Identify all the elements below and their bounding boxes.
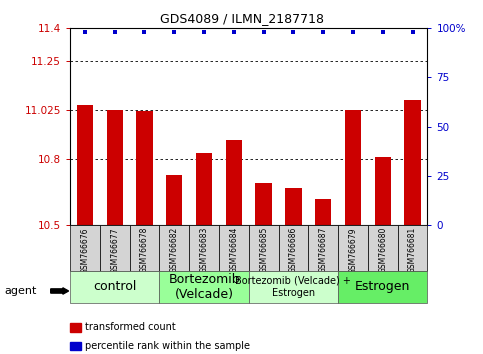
Bar — [345, 110, 361, 225]
Bar — [404, 100, 421, 225]
Text: agent: agent — [5, 286, 37, 296]
Bar — [129, 225, 159, 271]
Bar — [226, 139, 242, 225]
Bar — [338, 271, 427, 303]
Bar — [338, 225, 368, 271]
Text: GSM766685: GSM766685 — [259, 227, 268, 274]
Bar — [398, 225, 427, 271]
Point — [260, 29, 268, 35]
Bar — [368, 225, 398, 271]
Bar — [315, 199, 331, 225]
Bar — [159, 225, 189, 271]
Text: GSM766687: GSM766687 — [319, 227, 327, 274]
Text: GSM766679: GSM766679 — [349, 227, 357, 274]
Point — [319, 29, 327, 35]
Bar — [196, 153, 212, 225]
Bar — [249, 225, 279, 271]
Bar — [249, 271, 338, 303]
Bar — [256, 183, 272, 225]
Bar — [77, 105, 93, 225]
Text: control: control — [93, 280, 136, 293]
Text: GSM766683: GSM766683 — [199, 227, 209, 274]
Text: GSM766686: GSM766686 — [289, 227, 298, 274]
Bar — [285, 188, 301, 225]
Point — [200, 29, 208, 35]
Bar — [308, 225, 338, 271]
Bar — [219, 225, 249, 271]
Text: GSM766678: GSM766678 — [140, 227, 149, 274]
Bar — [70, 225, 100, 271]
Point — [170, 29, 178, 35]
Text: GSM766677: GSM766677 — [110, 227, 119, 274]
Point — [379, 29, 386, 35]
Bar — [279, 225, 308, 271]
Text: GSM766684: GSM766684 — [229, 227, 238, 274]
Text: Bortezomib
(Velcade): Bortezomib (Velcade) — [168, 273, 240, 301]
Point — [409, 29, 416, 35]
Point — [230, 29, 238, 35]
Bar — [189, 225, 219, 271]
Point — [111, 29, 119, 35]
Text: GDS4089 / ILMN_2187718: GDS4089 / ILMN_2187718 — [159, 12, 324, 25]
Text: GSM766681: GSM766681 — [408, 227, 417, 273]
Point — [349, 29, 357, 35]
Point — [81, 29, 89, 35]
Text: Estrogen: Estrogen — [355, 280, 411, 293]
Text: GSM766682: GSM766682 — [170, 227, 179, 273]
Text: percentile rank within the sample: percentile rank within the sample — [85, 341, 250, 351]
Bar — [136, 111, 153, 225]
Text: Bortezomib (Velcade) +
Estrogen: Bortezomib (Velcade) + Estrogen — [236, 276, 351, 298]
Bar — [100, 225, 129, 271]
Bar — [159, 271, 249, 303]
Point — [289, 29, 297, 35]
Text: GSM766680: GSM766680 — [378, 227, 387, 274]
Bar — [70, 271, 159, 303]
Bar — [375, 157, 391, 225]
Bar — [107, 110, 123, 225]
Text: transformed count: transformed count — [85, 322, 175, 332]
Text: GSM766676: GSM766676 — [81, 227, 89, 274]
Point — [141, 29, 148, 35]
Bar — [166, 175, 183, 225]
